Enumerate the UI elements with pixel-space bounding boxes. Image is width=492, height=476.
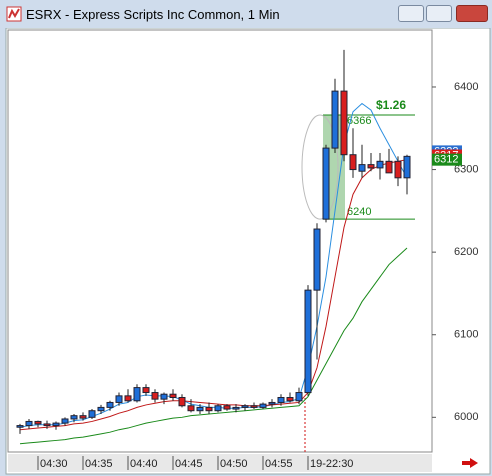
candle-body xyxy=(61,418,69,424)
candle-body xyxy=(16,425,24,428)
range-change-label: $1.26 xyxy=(376,98,406,112)
moving-average-line xyxy=(19,159,408,431)
time-axis xyxy=(8,454,432,472)
price-label: 6312 xyxy=(434,154,458,166)
candle-body xyxy=(196,406,204,412)
x-tick-label: 04:50 xyxy=(220,458,248,470)
candle-body xyxy=(133,387,141,402)
candle-body xyxy=(322,147,330,220)
y-tick-label: 6300 xyxy=(454,163,478,175)
candle-body xyxy=(376,160,384,169)
candle-body xyxy=(34,420,42,425)
candle-body xyxy=(358,164,366,172)
candle-body xyxy=(268,401,276,405)
moving-average-line xyxy=(19,247,408,445)
app-icon xyxy=(6,6,22,22)
y-tick-label: 6200 xyxy=(454,246,478,258)
candle-body xyxy=(394,160,402,179)
candle-body xyxy=(115,395,123,403)
range-oval xyxy=(301,114,339,220)
x-tick-label: 04:35 xyxy=(85,458,113,470)
candle-body xyxy=(43,423,51,427)
scroll-arrow[interactable] xyxy=(462,458,478,468)
plot-area xyxy=(7,29,433,453)
candle-body xyxy=(187,405,195,412)
candle-body xyxy=(79,415,87,419)
candle-body xyxy=(295,392,303,402)
candle-body xyxy=(25,420,33,427)
chart: 6000 6100 6200 6300 6400 04:30 04:35 04:40 04:45… xyxy=(5,28,491,475)
candle-body xyxy=(367,164,375,169)
candle-body xyxy=(313,228,321,291)
candle-body xyxy=(259,403,267,408)
candle-body xyxy=(277,396,285,403)
x-tick-label: 04:55 xyxy=(265,458,293,470)
x-tick-label: 04:45 xyxy=(175,458,203,470)
candle-body xyxy=(205,406,213,412)
candle-body xyxy=(385,160,393,174)
x-tick-label: 04:40 xyxy=(130,458,158,470)
window-title: ESRX - Express Scripts Inc Common, 1 Min xyxy=(26,7,280,22)
candle-body xyxy=(232,406,240,410)
y-tick-label: 6000 xyxy=(454,411,478,423)
candle-body xyxy=(70,415,78,420)
title-bar: ESRX - Express Scripts Inc Common, 1 Min xyxy=(0,0,492,28)
candle-body xyxy=(88,410,96,418)
x-tick-label: 19-22:30 xyxy=(310,458,353,470)
candle-body xyxy=(349,154,357,171)
candle-body xyxy=(124,395,132,402)
y-tick-label: 6400 xyxy=(454,81,478,93)
candle-body xyxy=(160,393,168,400)
candle-body xyxy=(223,405,231,410)
candle-body xyxy=(304,289,312,394)
range-top-label: 6366 xyxy=(347,115,371,127)
candle-body xyxy=(286,396,294,402)
price-label-box xyxy=(432,153,462,166)
candle-body xyxy=(169,393,177,398)
candle-body xyxy=(178,396,186,407)
minimize-button[interactable] xyxy=(398,5,424,22)
candle-body xyxy=(106,401,114,408)
close-button[interactable] xyxy=(456,5,488,22)
candle-body xyxy=(403,155,411,179)
candle-body xyxy=(151,392,159,400)
y-tick-label: 6100 xyxy=(454,329,478,341)
candle-body xyxy=(52,422,60,427)
candle-body xyxy=(331,90,339,149)
candle-body xyxy=(142,387,150,394)
candle-body xyxy=(97,406,105,412)
x-tick-label: 04:30 xyxy=(40,458,68,470)
candle-body xyxy=(250,405,258,408)
candle-body xyxy=(340,90,348,156)
candle-body xyxy=(214,405,222,412)
maximize-button[interactable] xyxy=(426,5,452,22)
moving-average-line xyxy=(19,102,408,428)
range-bottom-label: 6240 xyxy=(347,206,371,218)
candle-body xyxy=(241,405,249,408)
